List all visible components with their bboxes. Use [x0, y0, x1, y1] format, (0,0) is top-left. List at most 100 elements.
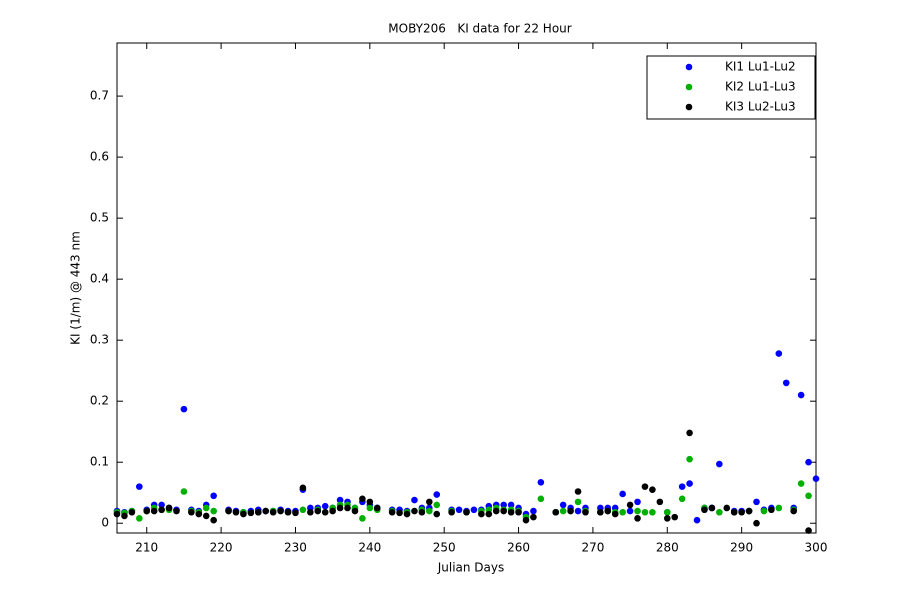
data-point [626, 507, 634, 515]
data-point [812, 475, 820, 482]
data-point [321, 508, 329, 516]
data-point [254, 508, 262, 516]
data-point [455, 506, 463, 514]
data-point [634, 507, 641, 515]
data-point [299, 484, 307, 492]
data-point [619, 508, 626, 516]
data-point [247, 509, 255, 517]
data-point [136, 483, 143, 490]
data-point [411, 496, 418, 504]
data-point [686, 455, 693, 463]
data-point [180, 405, 188, 413]
chart-title: MOBY206 KI data for 22 Hour [388, 22, 571, 36]
data-point [396, 509, 403, 517]
y-tick-label: 0.6 [90, 150, 109, 164]
data-point [701, 506, 708, 514]
data-point [210, 492, 217, 500]
data-point [745, 507, 753, 515]
y-tick-label: 0.7 [90, 89, 109, 103]
data-point [188, 508, 195, 516]
data-point [463, 508, 470, 516]
legend-box [646, 55, 816, 120]
x-tick-label: 250 [433, 541, 456, 555]
data-point [173, 507, 180, 515]
data-point [411, 507, 418, 515]
data-point [403, 510, 411, 518]
x-tick-label: 230 [284, 541, 307, 555]
data-point [366, 504, 374, 512]
x-tick-label: 260 [507, 541, 530, 555]
y-axis-label: KI (1/m) @ 443 nm [69, 231, 83, 345]
data-point [128, 508, 136, 516]
data-point [671, 513, 679, 521]
x-tick-label: 270 [581, 541, 604, 555]
data-point [158, 506, 165, 514]
data-point [678, 483, 686, 490]
x-tick-label: 240 [358, 541, 381, 555]
data-point [686, 480, 693, 487]
data-point [760, 507, 768, 515]
data-point [225, 507, 232, 515]
data-point [716, 460, 723, 468]
data-point [552, 508, 560, 516]
data-point [530, 513, 537, 521]
data-point [210, 507, 217, 515]
data-point [284, 508, 292, 516]
data-point [418, 508, 426, 516]
data-point [634, 498, 641, 506]
data-point [277, 507, 284, 515]
legend-label: KI2 Lu1-Lu3 [725, 80, 796, 94]
data-point [351, 507, 359, 515]
data-point [359, 495, 366, 503]
legend-label: KI3 Lu2-Lu3 [725, 100, 796, 114]
data-point [537, 495, 545, 503]
data-point [708, 504, 716, 512]
plot-frame [116, 42, 817, 534]
data-point [388, 508, 396, 516]
data-point [314, 507, 322, 515]
data-point [299, 506, 307, 514]
data-point [634, 515, 641, 522]
data-point [753, 519, 760, 527]
x-axis-label: Julian Days [437, 561, 505, 575]
data-point [686, 429, 693, 437]
data-point [344, 504, 351, 512]
data-point [663, 515, 671, 522]
data-point [321, 502, 329, 510]
data-point [195, 510, 203, 518]
data-point [604, 507, 612, 515]
data-point [292, 509, 299, 517]
data-point [329, 507, 336, 515]
data-point [693, 516, 701, 524]
y-tick-label: 0.5 [90, 211, 109, 225]
data-point [522, 516, 530, 524]
data-point [478, 510, 485, 518]
legend-marker [685, 103, 693, 111]
data-point [775, 504, 783, 512]
data-point [663, 508, 671, 516]
data-point [574, 498, 582, 506]
data-point [507, 501, 515, 509]
data-point [641, 483, 649, 490]
y-tick-label: 0.4 [90, 272, 109, 286]
data-point [262, 507, 270, 515]
data-point [805, 527, 812, 534]
data-point [136, 515, 143, 522]
legend-marker [685, 83, 693, 91]
data-point [202, 512, 210, 520]
data-point [232, 508, 240, 516]
data-point [790, 507, 797, 515]
data-point [307, 508, 314, 516]
y-tick-label: 0.1 [90, 455, 109, 469]
x-tick-label: 210 [135, 541, 158, 555]
data-point [805, 458, 812, 466]
data-point [782, 379, 790, 387]
y-tick-label: 0.2 [90, 394, 109, 408]
data-point [537, 479, 545, 486]
data-point [180, 488, 188, 495]
data-point [448, 508, 455, 516]
data-point [426, 507, 433, 515]
x-tick-label: 300 [805, 541, 828, 555]
data-point [574, 488, 582, 495]
